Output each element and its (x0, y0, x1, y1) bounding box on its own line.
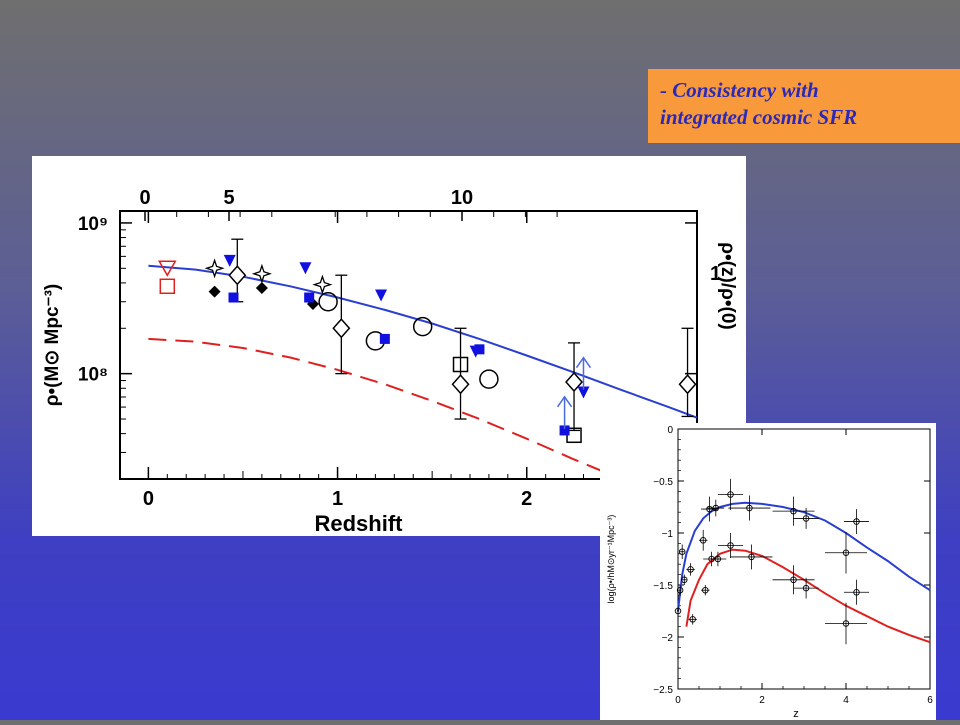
inset-data-point (712, 504, 720, 512)
stellar-mass-density-chart: 0 1 2 Redshift 0 5 10 10⁹ 10⁸ ρ•(M⊙ Mpc⁻³) ρ•(z)/ρ… (32, 156, 746, 536)
inset-x-tick-label: 4 (843, 695, 849, 706)
inset-data-point (802, 515, 810, 522)
inset-data-point (842, 620, 850, 627)
y-tick-label: 10⁹ (78, 214, 108, 235)
inset-y-tick-label: −2.5 (653, 685, 673, 696)
inset-data-point (790, 507, 797, 515)
data-point-open-triangle (158, 260, 177, 277)
inset-y-tick-label: −2 (662, 633, 674, 644)
data-point-filled-diamond (208, 285, 221, 298)
data-point-open-star (251, 263, 272, 284)
data-point-open-circle (318, 291, 338, 312)
inset-data-point (687, 566, 694, 573)
x-tick-label: 2 (521, 488, 532, 510)
inset-x-tick-label: 0 (675, 695, 681, 706)
inset-model-curve (685, 548, 931, 644)
right-axis-tick-label: 1 (710, 263, 721, 285)
inset-model-curve (677, 501, 931, 612)
data-point-open-circle (479, 369, 499, 389)
model-curve-solid (148, 264, 697, 419)
arrow-head (575, 356, 592, 369)
inset-y-tick-label: −0.5 (653, 477, 673, 488)
data-point-open-diamond (678, 374, 697, 395)
inset-y-tick-label: −1.5 (653, 581, 673, 592)
top-axis-tick-label: 5 (223, 187, 234, 209)
data-point-open-circle (412, 316, 433, 337)
inset-data-point (748, 553, 755, 561)
x-tick-label: 1 (332, 488, 343, 510)
data-point-filled-triangle (299, 262, 312, 275)
arrow-head (556, 395, 573, 408)
x-axis-title: Redshift (315, 511, 404, 536)
cosmic-sfr-inset-chart: 0 2 4 6 z 0 −0.5 −1 −1.5 −2 −2.5 log(ρ•/hM⊙yr⁻¹Mpc⁻… (600, 423, 936, 720)
data-point-open-square (159, 278, 176, 295)
data-point-filled-square (559, 425, 570, 436)
data-point-open-square (452, 356, 469, 373)
inset-data-point (676, 586, 684, 594)
y-axis-title: ρ•(M⊙ Mpc⁻³) (42, 284, 63, 406)
y-tick-label: 10⁸ (78, 365, 108, 386)
consistency-callout: - Consistency with integrated cosmic SFR (648, 69, 960, 143)
inset-data-point (699, 537, 707, 544)
inset-data-point (681, 576, 688, 584)
data-point-filled-square (228, 292, 239, 303)
data-point-filled-triangle (469, 345, 482, 358)
inset-data-point (853, 518, 860, 525)
inset-x-tick-label: 6 (927, 695, 933, 706)
plot-frame (119, 210, 698, 480)
data-point-open-star (312, 274, 333, 295)
data-point-filled-triangle (577, 386, 590, 399)
data-point-filled-diamond (255, 282, 268, 295)
x-tick-label: 0 (143, 488, 154, 510)
callout-line-1: - Consistency with (660, 78, 819, 102)
inset-data-point (702, 586, 709, 594)
inset-data-point (714, 555, 722, 563)
inset-data-point (727, 491, 734, 498)
data-point-filled-triangle (375, 289, 388, 302)
inset-data-point (674, 607, 682, 615)
inset-data-point (746, 504, 753, 512)
inset-data-point (727, 542, 734, 549)
inset-data-point (689, 616, 696, 623)
data-point-arrow-up (556, 395, 573, 429)
inset-x-tick-label: 2 (759, 695, 765, 706)
data-point-open-diamond (451, 374, 470, 395)
inset-y-tick-label: 0 (667, 425, 673, 436)
model-curve-dashed (148, 337, 624, 479)
data-point-filled-square (379, 333, 390, 344)
inset-data-point (842, 549, 850, 557)
inset-data-point (802, 584, 810, 592)
callout-line-2: integrated cosmic SFR (660, 105, 858, 129)
inset-data-point (790, 576, 797, 584)
cosmic-sfr-svg: 0 2 4 6 z 0 −0.5 −1 −1.5 −2 −2.5 log(ρ•/hM⊙yr⁻¹Mpc⁻… (606, 425, 933, 720)
data-point-open-star (204, 258, 225, 279)
inset-y-axis-title: log(ρ•/hM⊙yr⁻¹Mpc⁻³) (606, 515, 616, 604)
data-point-filled-square (304, 292, 315, 303)
top-axis-tick-label: 0 (139, 187, 150, 209)
inset-y-tick-label: −1 (662, 529, 674, 540)
data-point-open-diamond (332, 318, 351, 339)
top-axis-tick-label: 10 (451, 187, 473, 209)
y2-axis-title: ρ•(z)/ρ•(0) (717, 242, 738, 329)
inset-data-point (678, 548, 686, 555)
data-point-arrow-up (575, 356, 592, 390)
inset-data-point (853, 589, 860, 596)
data-point-open-diamond (228, 265, 247, 286)
inset-x-axis-title: z (793, 708, 799, 720)
inset-data-point (706, 505, 713, 513)
data-point-filled-triangle (223, 254, 236, 267)
